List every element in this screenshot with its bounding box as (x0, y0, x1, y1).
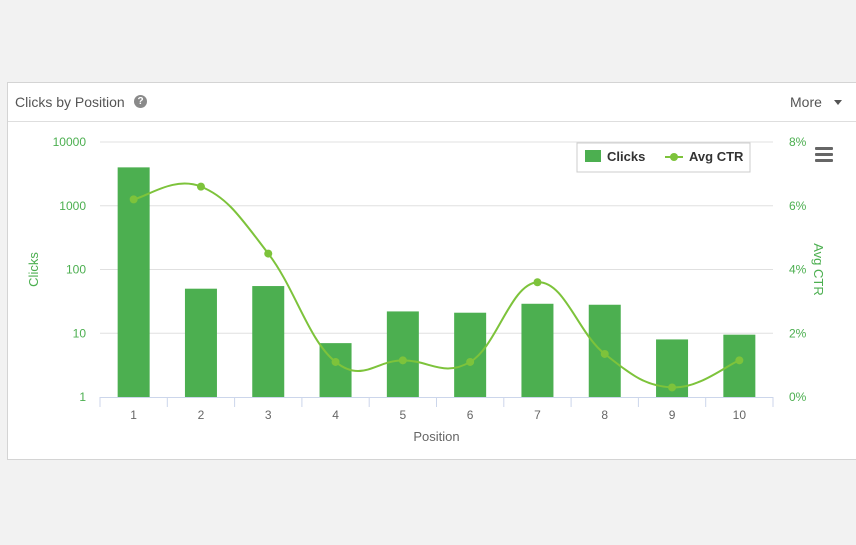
menu-icon[interactable] (815, 147, 833, 150)
y-left-tick-label: 100 (66, 263, 86, 277)
legend-clicks-swatch[interactable] (585, 150, 601, 162)
y-left-tick-label: 1 (79, 390, 86, 404)
card-title: Clicks by Position (15, 94, 125, 110)
ctr-line (133, 182, 740, 389)
y-right-tick-label: 0% (789, 390, 807, 404)
x-tick-label: 8 (601, 408, 608, 422)
bar[interactable] (454, 312, 487, 397)
x-tick-label: 6 (467, 408, 474, 422)
x-tick-label: 9 (669, 408, 676, 422)
y-right-tick-label: 4% (789, 263, 807, 277)
bar[interactable] (521, 303, 554, 397)
legend-ctr-label[interactable]: Avg CTR (689, 149, 744, 164)
x-tick-label: 7 (534, 408, 541, 422)
x-tick-label: 1 (130, 408, 137, 422)
bar[interactable] (386, 311, 419, 397)
more-button[interactable]: More (790, 94, 822, 110)
x-tick-label: 2 (198, 408, 205, 422)
bar[interactable] (252, 286, 285, 397)
bar[interactable] (117, 167, 150, 397)
menu-icon[interactable] (815, 153, 833, 156)
ctr-point[interactable] (466, 357, 475, 366)
legend-clicks-label[interactable]: Clicks (607, 149, 645, 164)
x-tick-label: 4 (332, 408, 339, 422)
x-tick-label: 5 (400, 408, 407, 422)
card-header: Clicks by Position ? More (8, 83, 856, 122)
ctr-point[interactable] (196, 182, 205, 191)
ctr-point[interactable] (331, 357, 340, 366)
ctr-point[interactable] (668, 383, 677, 392)
ctr-point[interactable] (600, 349, 609, 358)
chevron-down-icon[interactable] (834, 100, 842, 105)
y-left-tick-label: 10 (73, 326, 87, 340)
y-left-tick-label: 10000 (53, 135, 87, 149)
y-right-tick-label: 6% (789, 199, 807, 213)
x-tick-label: 3 (265, 408, 272, 422)
x-tick-label: 10 (733, 408, 747, 422)
y-left-tick-label: 1000 (59, 199, 86, 213)
y-right-axis-title: Avg CTR (811, 243, 826, 296)
ctr-point[interactable] (264, 249, 273, 258)
ctr-point[interactable] (129, 195, 138, 204)
help-icon[interactable]: ? (134, 95, 147, 108)
legend-box (576, 142, 751, 173)
ctr-point[interactable] (398, 356, 407, 365)
x-axis-title: Position (413, 429, 459, 444)
legend-ctr-marker[interactable] (670, 153, 678, 161)
ctr-point[interactable] (735, 356, 744, 365)
y-left-axis-title: Clicks (26, 252, 41, 287)
ctr-point[interactable] (533, 278, 542, 287)
y-right-tick-label: 2% (789, 326, 807, 340)
bar[interactable] (184, 288, 217, 397)
y-right-tick-label: 8% (789, 135, 807, 149)
menu-icon[interactable] (815, 159, 833, 162)
